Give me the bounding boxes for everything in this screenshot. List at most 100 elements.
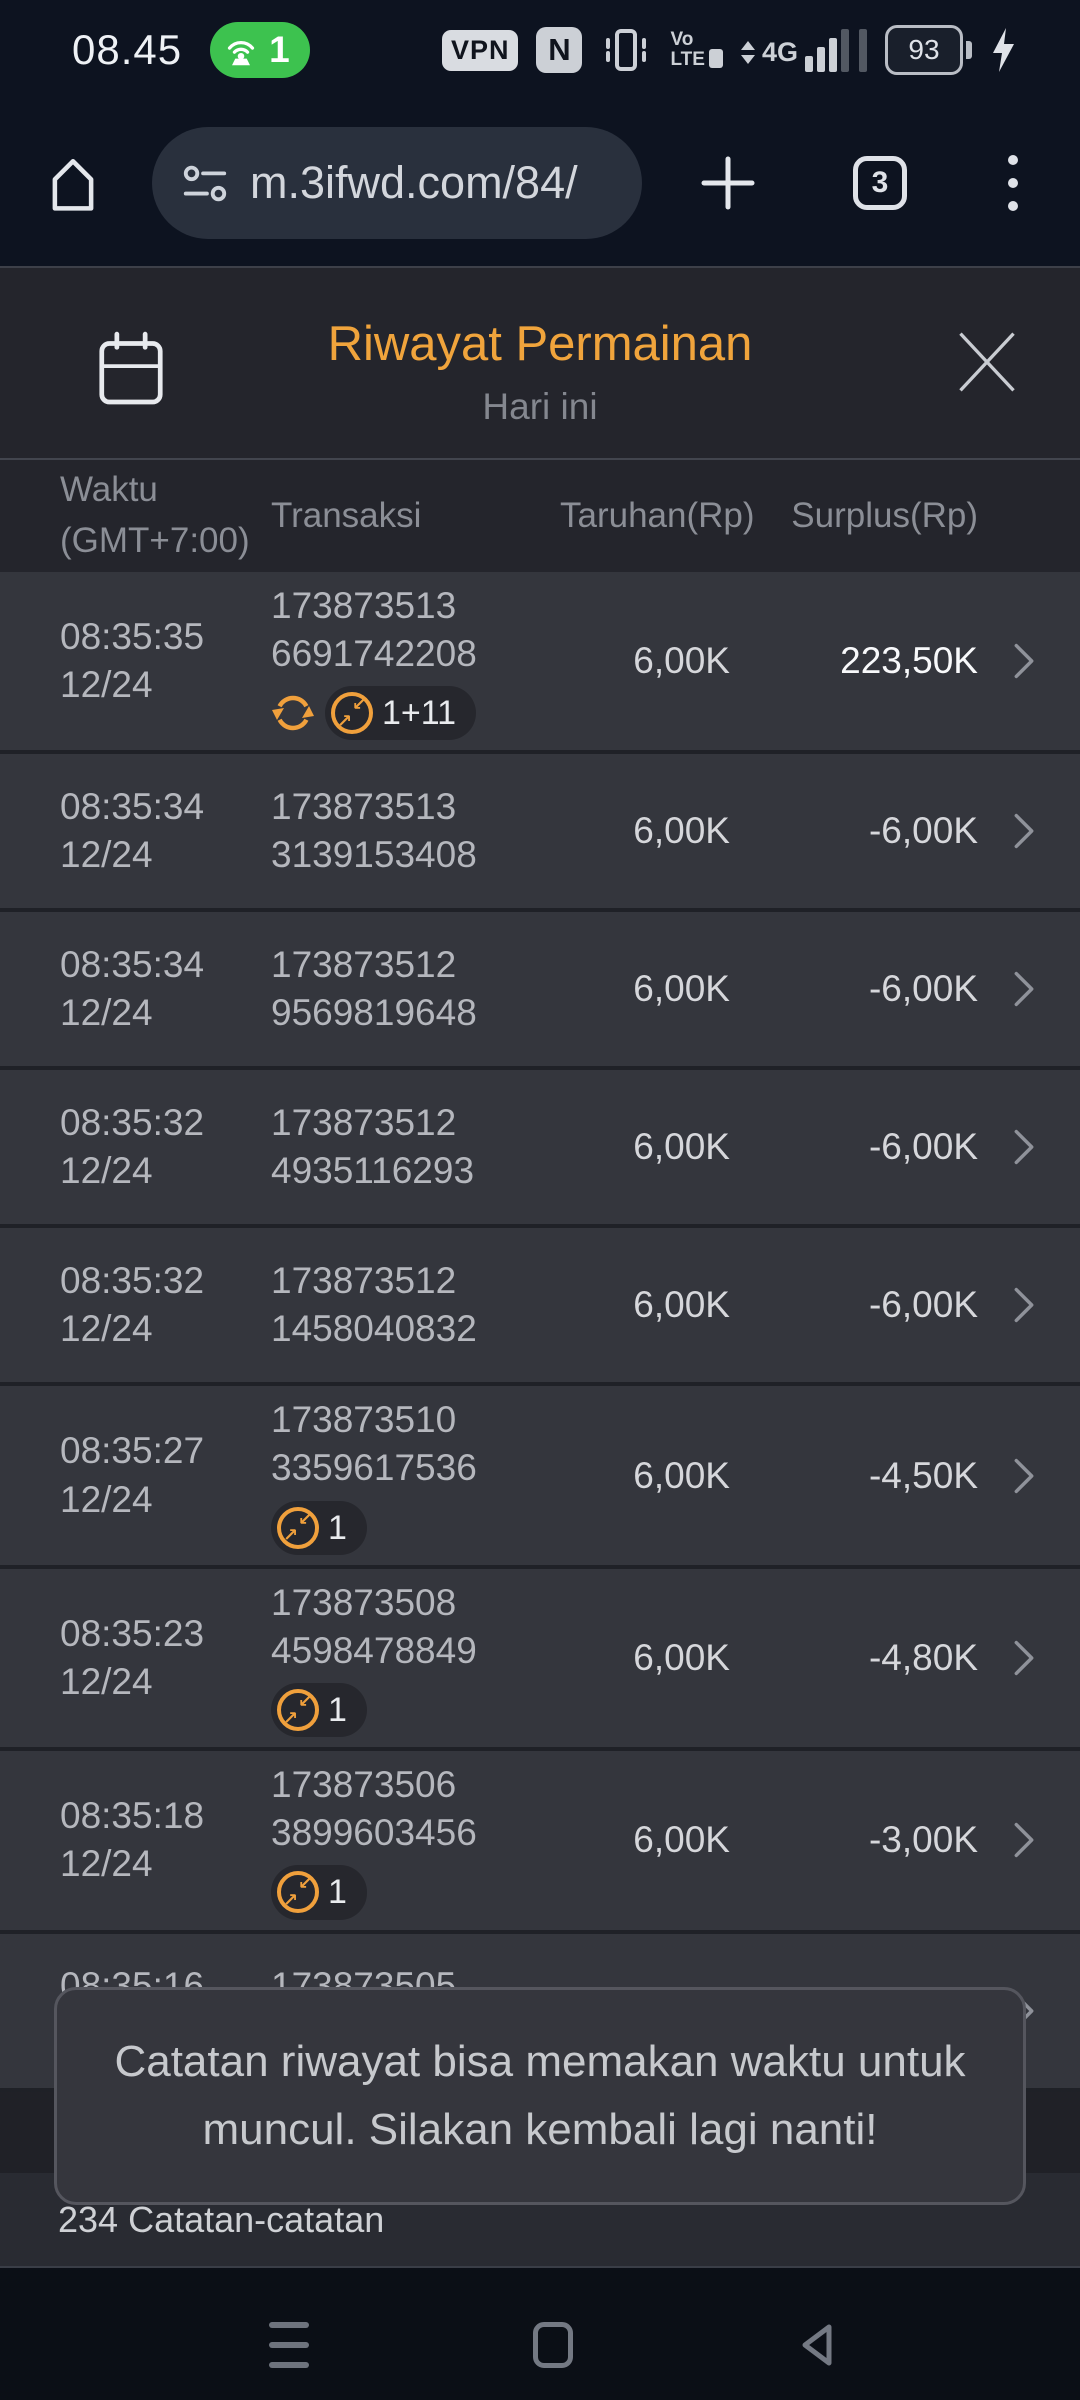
- column-waktu-line2: (GMT+7:00): [60, 521, 250, 560]
- row-txn-id-line1: 173873506: [271, 1764, 457, 1806]
- row-time: 08:35:34: [60, 944, 205, 986]
- table-row[interactable]: 08:35:32 12/24 173873512 4935116293 ↙↗: [0, 1070, 1080, 1229]
- row-badges: ↙ ↗ 1: [271, 1682, 560, 1738]
- round-count-badge: ↙ ↗ 1+11: [325, 686, 477, 741]
- row-date: 12/24: [60, 992, 153, 1034]
- records-count: 234 Catatan-catatan: [58, 2198, 385, 2240]
- browser-menu-button[interactable]: [1008, 155, 1018, 211]
- row-txn-id-line2: 1458040832: [271, 1308, 477, 1350]
- tab-count: 3: [871, 166, 889, 199]
- row-surplus: -4,50K: [868, 1454, 978, 1496]
- table-row[interactable]: 08:35:32 12/24 173873512 1458040832 ↙↗: [0, 1228, 1080, 1387]
- row-surplus: 223,50K: [840, 640, 978, 682]
- round-count: 1: [328, 1690, 347, 1729]
- swap-arrows-icon: ↙ ↗: [277, 1689, 319, 1732]
- row-surplus: -6,00K: [868, 1284, 978, 1326]
- refresh-icon: [272, 696, 314, 731]
- column-transaksi: Transaksi: [271, 496, 422, 535]
- row-date: 12/24: [60, 1150, 153, 1192]
- volte-line1: Vo: [670, 29, 694, 51]
- volte-icon: Vo LTE: [670, 29, 723, 70]
- address-bar[interactable]: m.3ifwd.com/84/: [152, 127, 642, 239]
- row-bet: 6,00K: [633, 640, 730, 682]
- table-row[interactable]: 08:35:34 12/24 173873513 3139153408 ↙↗: [0, 754, 1080, 913]
- row-badges: ↙ ↗ 1: [271, 1865, 560, 1920]
- swap-arrows-icon: ↙ ↗: [331, 692, 373, 735]
- nav-home-button[interactable]: [533, 2322, 573, 2368]
- row-bet: 6,00K: [633, 1454, 730, 1496]
- row-txn-id-line1: 173873512: [271, 944, 457, 986]
- row-txn-id-line1: 173873512: [271, 1102, 457, 1144]
- row-date: 12/24: [60, 1843, 153, 1885]
- round-count-badge: ↙ ↗ 1: [271, 1500, 367, 1555]
- toast-text: Catatan riwayat bisa memakan waktu untuk…: [114, 2036, 966, 2154]
- row-txn-id-line1: 173873508: [271, 1581, 457, 1623]
- row-txn-id-line2: 4935116293: [271, 1150, 475, 1192]
- status-time: 08.45: [72, 26, 183, 73]
- vpn-badge: VPN: [441, 29, 519, 71]
- table-row[interactable]: 08:35:34 12/24 173873512 9569819648 ↙↗: [0, 912, 1080, 1071]
- swap-arrows-icon: ↙ ↗: [277, 1506, 319, 1549]
- network-type: 4G: [761, 36, 798, 67]
- column-surplus: Surplus(Rp): [791, 496, 978, 535]
- row-txn-id-line2: 3899603456: [271, 1812, 477, 1854]
- row-bet: 6,00K: [633, 1636, 730, 1678]
- hotspot-notification-pill: 1: [210, 22, 310, 78]
- row-time: 08:35:23: [60, 1612, 205, 1654]
- round-count: 1+11: [382, 694, 457, 733]
- column-waktu: Waktu (GMT+7:00): [60, 465, 271, 567]
- chevron-right-icon: [1014, 1640, 1034, 1676]
- table-row[interactable]: 08:35:27 12/24 173873510 3359617536 ↙ ↗: [0, 1386, 1080, 1569]
- table-row[interactable]: 08:35:35 12/24 173873513 6691742208 ↙ ↗: [0, 572, 1080, 755]
- row-date: 12/24: [60, 834, 153, 876]
- charging-bolt-icon: [993, 28, 1014, 72]
- nfc-icon: N: [536, 27, 583, 73]
- row-time: 08:35:27: [60, 1430, 205, 1472]
- row-txn-id-line1: 173873513: [271, 585, 457, 626]
- row-bet: 6,00K: [633, 1126, 730, 1168]
- row-bet: 6,00K: [633, 1284, 730, 1326]
- volte-line2: LTE: [670, 49, 705, 70]
- nav-back-button[interactable]: [797, 2322, 837, 2368]
- row-date: 12/24: [60, 1478, 153, 1520]
- chevron-right-icon: [1014, 1823, 1034, 1858]
- browser-toolbar: m.3ifwd.com/84/ 3: [0, 100, 1080, 266]
- round-count: 1: [328, 1508, 347, 1547]
- toast-message: Catatan riwayat bisa memakan waktu untuk…: [54, 1987, 1026, 2205]
- chevron-right-icon: [1014, 644, 1034, 679]
- row-bet: 6,00K: [633, 1819, 730, 1861]
- swap-arrows-icon: ↙ ↗: [277, 1871, 319, 1914]
- row-time: 08:35:34: [60, 786, 205, 828]
- row-time: 08:35:32: [60, 1260, 205, 1302]
- table-row[interactable]: 08:35:23 12/24 173873508 4598478849 ↙ ↗: [0, 1568, 1080, 1752]
- close-button[interactable]: [951, 324, 1023, 400]
- new-tab-button[interactable]: [698, 153, 758, 213]
- round-count-badge: ↙ ↗ 1: [271, 1865, 367, 1920]
- url-text: m.3ifwd.com/84/: [250, 157, 578, 208]
- signal-4g-icon: 4G: [740, 28, 867, 72]
- row-surplus: -3,00K: [868, 1819, 978, 1861]
- row-bet: 6,00K: [633, 810, 730, 852]
- row-badges: ↙ ↗ 1: [271, 1500, 560, 1555]
- calendar-button[interactable]: [98, 330, 164, 408]
- row-txn-id-line1: 173873510: [271, 1399, 457, 1441]
- home-button[interactable]: [44, 152, 102, 214]
- row-txn-id-line1: 173873512: [271, 1260, 457, 1302]
- hotspot-count: 1: [269, 29, 290, 70]
- tab-switcher-button[interactable]: 3: [853, 156, 907, 210]
- row-surplus: -6,00K: [868, 968, 978, 1010]
- row-time: 08:35:32: [60, 1102, 205, 1144]
- table-row[interactable]: 08:35:18 12/24 173873506 3899603456 ↙ ↗: [0, 1751, 1080, 1934]
- status-bar: 08.45 1 VPN N Vo LTE: [0, 0, 1080, 100]
- round-count: 1: [328, 1873, 347, 1912]
- battery-percent: 93: [908, 34, 940, 65]
- chevron-right-icon: [1014, 1130, 1034, 1165]
- nav-menu-button[interactable]: [269, 2322, 309, 2368]
- row-time: 08:35:18: [60, 1795, 205, 1837]
- volte-hd-mark: [708, 48, 723, 68]
- row-txn-id-line2: 6691742208: [271, 633, 477, 675]
- site-controls-icon: [183, 165, 227, 202]
- chevron-right-icon: [1014, 1458, 1034, 1493]
- page-header: Riwayat Permainan Hari ini: [0, 266, 1080, 458]
